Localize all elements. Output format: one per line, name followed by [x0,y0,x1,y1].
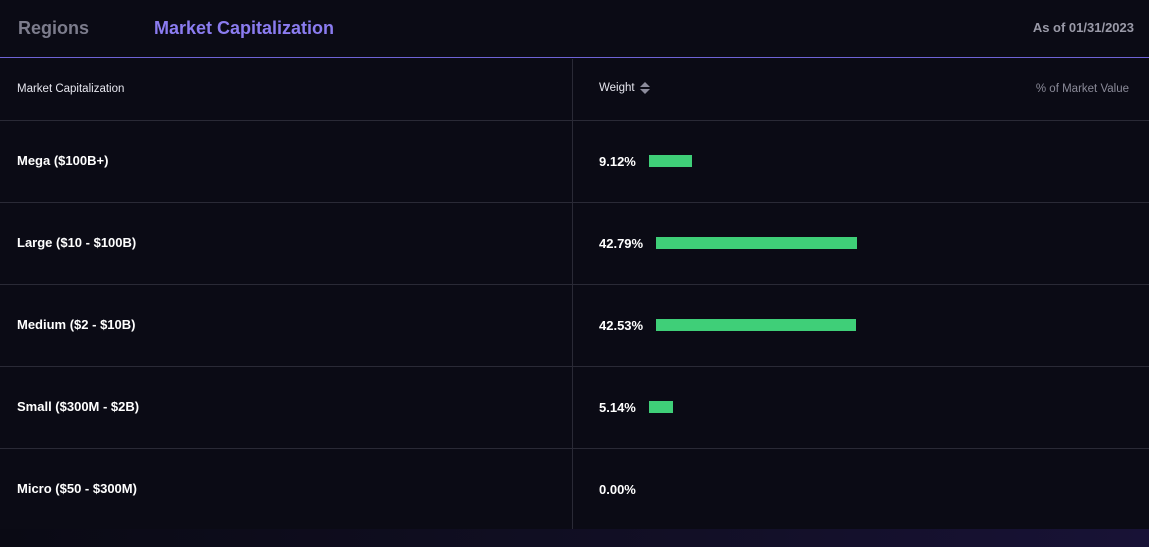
table-header-row: Market Capitalization Weight % of Market… [0,59,1149,121]
market-cap-table: Market Capitalization Weight % of Market… [0,59,1149,531]
weight-bar [648,401,674,413]
weight-value: 42.53% [599,317,644,333]
weight-cell: 5.14% [599,399,674,415]
column-header-market-capitalization: Market Capitalization [17,83,125,95]
table-row: Large ($10 - $100B) 42.79% [0,203,1149,285]
as-of-date: As of 01/31/2023 [1032,20,1134,35]
column-header-weight[interactable]: Weight [599,81,650,95]
row-label: Large ($10 - $100B) [17,235,137,250]
weight-bar [656,319,856,331]
tab-market-capitalization[interactable]: Market Capitalization [154,18,335,38]
weight-value: 5.14% [599,399,636,415]
weight-value: 9.12% [599,153,636,169]
tab-regions[interactable]: Regions [18,18,90,38]
weight-bar [648,155,692,167]
column-divider [572,59,573,529]
weight-cell: 9.12% [599,153,692,169]
row-label: Small ($300M - $2B) [17,399,140,414]
unit-label: % of Market Value [1035,83,1129,95]
weight-value: 42.79% [599,235,644,251]
table-row: Medium ($2 - $10B) 42.53% [0,285,1149,367]
row-label: Mega ($100B+) [17,153,109,168]
weight-bar [656,237,858,249]
weight-cell: 42.53% [599,317,856,333]
weight-cell: 42.79% [599,235,858,251]
weight-cell: 0.00% [599,481,649,497]
row-label: Micro ($50 - $300M) [17,481,137,496]
sort-icon[interactable] [639,81,650,95]
tab-bar: Regions Market Capitalization As of 01/3… [0,0,1149,58]
table-row: Micro ($50 - $300M) 0.00% [0,449,1149,531]
weight-header-label: Weight [599,82,635,94]
bottom-gradient [0,529,1149,547]
weight-value: 0.00% [599,481,636,497]
row-label: Medium ($2 - $10B) [17,317,136,332]
table-row: Mega ($100B+) 9.12% [0,121,1149,203]
table-row: Small ($300M - $2B) 5.14% [0,367,1149,449]
